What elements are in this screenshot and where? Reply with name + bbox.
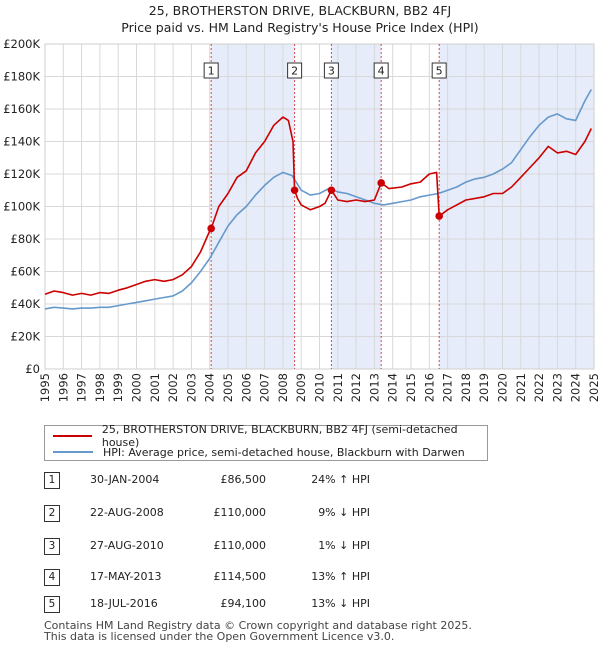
y-tick-label: £140K <box>3 135 40 149</box>
x-tick-label: 2004 <box>203 373 217 402</box>
sale-point <box>290 186 299 195</box>
footer-copyright: Contains HM Land Registry data © Crown c… <box>44 619 472 632</box>
y-tick-label: £120K <box>3 167 40 181</box>
sale-hpi-change: 13% ↑ HPI <box>311 570 370 583</box>
x-tick-label: 2018 <box>459 373 473 402</box>
sale-hpi-change: 9% ↓ HPI <box>318 506 370 519</box>
sale-number-badge: 4 <box>44 569 60 586</box>
x-tick-label: 2021 <box>514 373 528 402</box>
x-tick-label: 2015 <box>404 373 418 402</box>
sale-number-badge: 1 <box>44 472 60 489</box>
sale-marker-label: 2 <box>291 65 298 78</box>
property-price-line <box>44 116 593 296</box>
sale-price: £94,100 <box>220 597 267 610</box>
sale-marker-box <box>323 62 339 79</box>
sale-row: 4 17-MAY-2013 £114,500 13% ↑ HPI <box>44 569 464 589</box>
x-tick-label: 2008 <box>276 373 290 402</box>
x-tick-label: 2010 <box>313 373 327 402</box>
x-tick-label: 2013 <box>367 373 381 402</box>
legend-item-property: 25, BROTHERSTON DRIVE, BLACKBURN, BB2 4F… <box>53 423 487 449</box>
chart-legend: 25, BROTHERSTON DRIVE, BLACKBURN, BB2 4F… <box>44 423 488 461</box>
x-tick-label: 2006 <box>239 373 253 402</box>
footer-attribution: Contains HM Land Registry data © Crown c… <box>44 620 472 642</box>
x-tick-label: 2023 <box>550 373 564 402</box>
x-tick-label: 2003 <box>184 373 198 402</box>
sale-marker-label: 5 <box>436 65 443 78</box>
sale-marker-label: 3 <box>328 65 335 78</box>
x-tick-label: 2019 <box>477 373 491 402</box>
sale-date: 30-JAN-2004 <box>90 473 160 486</box>
sale-marker-label: 4 <box>378 65 385 78</box>
property-line-swatch <box>53 435 92 437</box>
sale-row: 3 27-AUG-2010 £110,000 1% ↓ HPI <box>44 538 464 558</box>
sale-row: 2 22-AUG-2008 £110,000 9% ↓ HPI <box>44 505 464 525</box>
x-tick-label: 2005 <box>221 373 235 402</box>
sale-number-badge: 2 <box>44 505 60 522</box>
x-tick-label: 1995 <box>38 373 52 402</box>
sale-row: 1 30-JAN-2004 £86,500 24% ↑ HPI <box>44 472 464 492</box>
sale-marker-box <box>373 62 389 79</box>
y-tick-label: £180K <box>3 70 40 84</box>
sale-number-badge: 3 <box>44 538 60 555</box>
y-tick-label: £100K <box>3 200 40 214</box>
chart-title-block: 25, BROTHERSTON DRIVE, BLACKBURN, BB2 4F… <box>0 2 600 36</box>
price-chart: £0 £20K £40K £60K £80K £100K £120K £140K £160K £1… <box>3 37 600 402</box>
sale-date: 18-JUL-2016 <box>90 597 158 610</box>
x-tick-label: 2009 <box>294 373 308 402</box>
x-tick-label: 1996 <box>56 373 70 402</box>
footer-licence: This data is licensed under the Open Gov… <box>44 630 395 643</box>
x-tick-label: 2001 <box>148 373 162 402</box>
x-tick-label: 1997 <box>75 373 89 402</box>
sale-marker-box <box>287 62 303 79</box>
x-tick-label: 2016 <box>422 373 436 402</box>
chart-title: 25, BROTHERSTON DRIVE, BLACKBURN, BB2 4F… <box>148 3 452 18</box>
x-tick-label: 2020 <box>496 373 510 402</box>
sale-point <box>435 212 443 220</box>
y-tick-label: £0 <box>25 362 40 376</box>
sale-point <box>327 186 336 195</box>
sale-price: £114,500 <box>213 570 267 583</box>
x-tick-label: 2022 <box>532 373 546 402</box>
y-tick-label: £200K <box>3 37 40 51</box>
x-tick-label: 2024 <box>569 373 583 402</box>
legend-label-property: 25, BROTHERSTON DRIVE, BLACKBURN, BB2 4F… <box>101 423 458 449</box>
x-tick-label: 2007 <box>258 373 272 402</box>
sale-hpi-change: 13% ↓ HPI <box>311 597 370 610</box>
sale-date: 27-AUG-2010 <box>90 539 164 552</box>
x-tick-label: 2002 <box>166 373 180 402</box>
sale-marker-box <box>431 62 447 79</box>
y-tick-label: £20K <box>11 330 41 344</box>
x-tick-label: 2012 <box>349 373 363 402</box>
hpi-line <box>44 89 592 310</box>
sale-number-badge: 5 <box>44 596 60 613</box>
x-tick-label: 2014 <box>386 373 400 402</box>
legend-label-hpi: HPI: Average price, semi-detached house,… <box>103 445 465 459</box>
legend-item-hpi: HPI: Average price, semi-detached house,… <box>53 444 465 460</box>
chart-subtitle: Price paid vs. HM Land Registry's House … <box>121 20 479 35</box>
x-tick-label: 2000 <box>130 373 144 402</box>
sale-marker-box <box>203 62 219 79</box>
sale-marker-label: 1 <box>208 65 215 78</box>
sale-date: 22-AUG-2008 <box>90 506 164 519</box>
y-tick-label: £40K <box>11 297 41 311</box>
y-tick-label: £60K <box>11 265 41 279</box>
plot-border <box>44 43 595 370</box>
sale-date: 17-MAY-2013 <box>90 570 162 583</box>
x-tick-label: 2025 <box>587 373 600 402</box>
hpi-line-swatch <box>53 451 93 453</box>
sale-row: 5 18-JUL-2016 £94,100 13% ↓ HPI <box>44 596 464 616</box>
x-tick-label: 2017 <box>441 373 455 402</box>
sale-hpi-change: 1% ↓ HPI <box>318 539 370 552</box>
sale-price: £110,000 <box>213 506 267 519</box>
x-tick-label: 2011 <box>331 373 345 402</box>
y-tick-label: £80K <box>11 232 41 246</box>
sale-hpi-change: 24% ↑ HPI <box>311 473 370 486</box>
y-tick-label: £160K <box>3 102 40 116</box>
sale-point <box>377 179 385 187</box>
x-tick-label: 1998 <box>93 373 107 402</box>
sale-price: £86,500 <box>220 473 267 486</box>
sale-point <box>207 224 215 233</box>
sale-price: £110,000 <box>213 539 267 552</box>
x-tick-label: 1999 <box>111 373 125 402</box>
